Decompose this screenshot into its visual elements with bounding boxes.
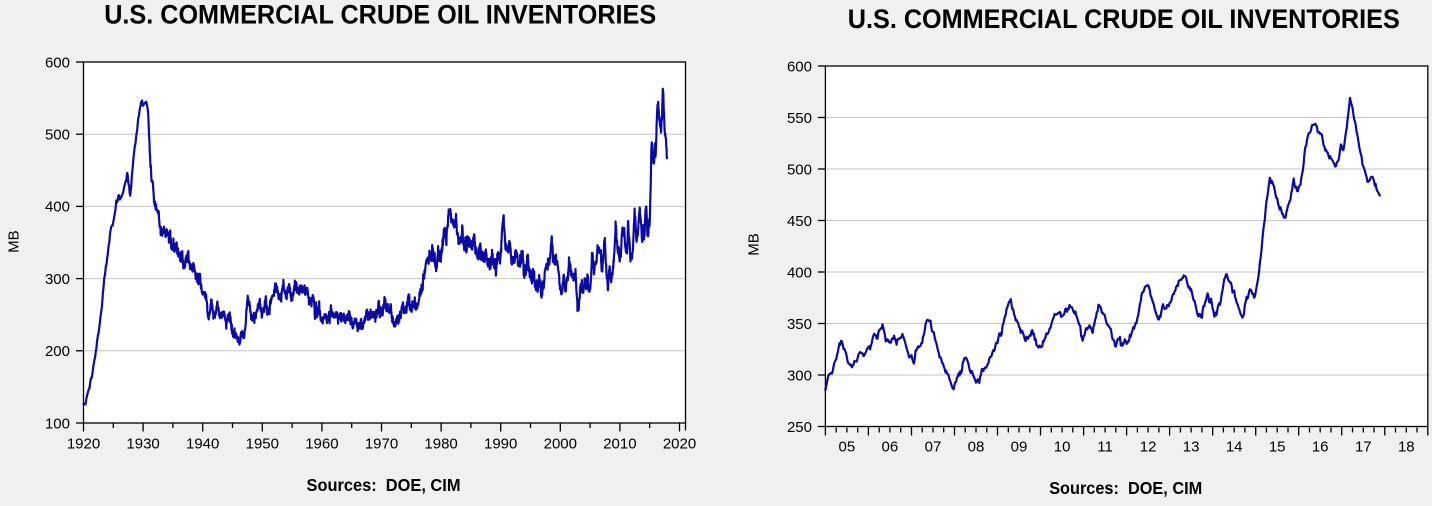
svg-text:MB: MB [745, 233, 762, 256]
svg-text:Sources: DOE, CIM: Sources: DOE, CIM [307, 475, 461, 495]
svg-text:2000: 2000 [544, 435, 577, 452]
svg-text:10: 10 [1054, 439, 1071, 456]
svg-text:1960: 1960 [305, 435, 338, 452]
svg-text:350: 350 [787, 316, 812, 333]
svg-text:12: 12 [1140, 439, 1157, 456]
svg-text:13: 13 [1183, 439, 1200, 456]
svg-text:15: 15 [1269, 439, 1286, 456]
svg-text:200: 200 [45, 343, 70, 360]
svg-text:1990: 1990 [484, 435, 517, 452]
svg-text:550: 550 [787, 110, 812, 127]
svg-text:300: 300 [45, 271, 70, 288]
svg-text:2020: 2020 [663, 435, 696, 452]
svg-text:17: 17 [1355, 439, 1372, 456]
svg-text:400: 400 [45, 199, 70, 216]
svg-text:300: 300 [787, 367, 812, 384]
svg-text:14: 14 [1226, 439, 1243, 456]
svg-text:U.S. COMMERCIAL CRUDE OIL INVE: U.S. COMMERCIAL CRUDE OIL INVENTORIES [848, 4, 1400, 34]
svg-text:1970: 1970 [365, 435, 398, 452]
svg-text:Sources: DOE, CIM: Sources: DOE, CIM [1049, 478, 1202, 498]
svg-text:09: 09 [1011, 439, 1028, 456]
svg-text:400: 400 [787, 264, 812, 281]
svg-text:11: 11 [1097, 439, 1113, 456]
svg-text:250: 250 [787, 419, 812, 436]
svg-text:18: 18 [1398, 439, 1415, 456]
svg-text:600: 600 [787, 58, 812, 75]
svg-text:1940: 1940 [186, 435, 219, 452]
svg-text:600: 600 [45, 54, 70, 71]
svg-text:1930: 1930 [126, 435, 159, 452]
svg-text:1920: 1920 [67, 435, 100, 452]
svg-text:1950: 1950 [246, 435, 279, 452]
svg-text:08: 08 [968, 439, 985, 456]
svg-text:16: 16 [1312, 439, 1329, 456]
svg-text:450: 450 [787, 213, 812, 230]
svg-text:100: 100 [45, 415, 70, 432]
svg-text:2010: 2010 [603, 435, 636, 452]
svg-text:U.S. COMMERCIAL CRUDE OIL INVE: U.S. COMMERCIAL CRUDE OIL INVENTORIES [104, 0, 656, 30]
svg-text:500: 500 [787, 161, 812, 178]
svg-text:1980: 1980 [424, 435, 457, 452]
svg-text:MB: MB [6, 230, 23, 253]
svg-text:05: 05 [839, 439, 856, 456]
svg-text:500: 500 [45, 127, 70, 144]
svg-text:06: 06 [882, 439, 899, 456]
svg-text:07: 07 [925, 439, 942, 456]
